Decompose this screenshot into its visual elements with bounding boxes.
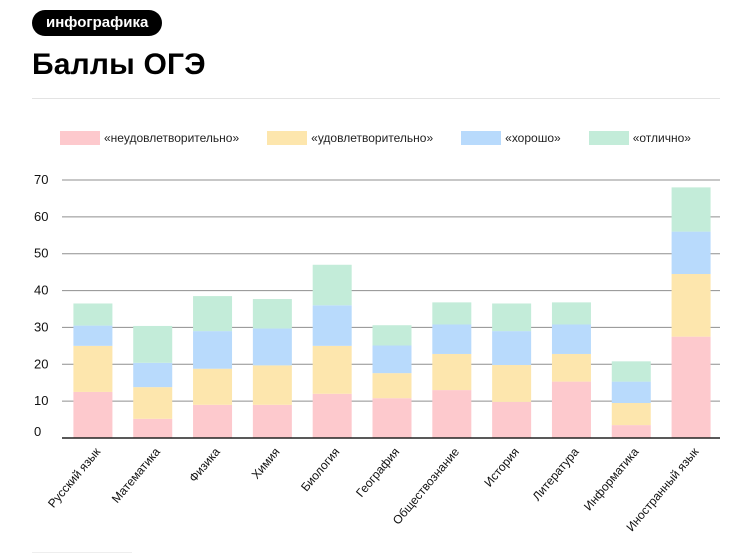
bar-segment-hor (73, 325, 113, 346)
bottom-rule (32, 552, 132, 553)
legend-item-otl: «отлично» (588, 131, 691, 145)
y-tick-label: 30 (34, 319, 48, 334)
bar-segment-ud (372, 373, 412, 399)
legend-item-ud: «удовлетворительно» (267, 131, 433, 145)
bar-segment-otl (432, 302, 472, 325)
y-tick-label: 40 (34, 283, 48, 298)
x-tick-label: Информатика (581, 445, 642, 514)
bar-segment-otl (193, 296, 233, 332)
legend-swatch-ud (267, 131, 308, 145)
bar-segment-ud (611, 402, 651, 426)
bar-segment-neud (671, 336, 711, 438)
bar-segment-hor (432, 324, 472, 354)
bar-segment-hor (372, 345, 412, 374)
bar-segment-neud (372, 398, 412, 438)
page-title: Баллы ОГЭ (32, 48, 206, 81)
bar-segment-otl (73, 303, 113, 326)
bar-segment-neud (551, 381, 591, 438)
y-tick-label: 10 (34, 393, 48, 408)
bar-segment-otl (492, 303, 532, 332)
bar-segment-hor (611, 381, 651, 403)
legend-item-neud: «неудовлетворительно» (60, 131, 239, 145)
x-tick-label: Биология (298, 445, 342, 494)
legend-label-neud: «неудовлетворительно» (104, 131, 240, 145)
bar-segment-ud (252, 365, 292, 405)
x-tick-label: Математика (109, 445, 163, 506)
infographic-tag: инфографика (32, 10, 163, 36)
y-tick-label: 0 (34, 424, 41, 439)
legend-item-hor: «хорошо» (461, 131, 561, 145)
bar-segment-hor (193, 331, 233, 369)
bar-segment-neud (611, 425, 651, 438)
bar-segment-hor (252, 328, 292, 366)
bar-segment-ud (133, 387, 173, 419)
title-divider (32, 98, 720, 99)
x-tick-label: Русский язык (45, 444, 104, 510)
bar-segment-hor (133, 362, 173, 388)
legend-swatch-hor (461, 131, 502, 145)
x-tick-label: Физика (186, 445, 223, 485)
bar-segment-ud (193, 368, 233, 405)
legend-swatch-otl (588, 131, 629, 145)
legend-label-ud: «удовлетворительно» (311, 131, 434, 145)
bar-segment-otl (611, 361, 651, 382)
bar-segment-ud (492, 365, 532, 402)
y-tick-label: 60 (34, 209, 48, 224)
x-tick-label: География (353, 445, 402, 500)
bar-segment-ud (73, 345, 113, 392)
bar-segment-ud (551, 353, 591, 382)
legend-label-otl: «отлично» (632, 131, 691, 145)
bar-segment-neud (252, 404, 292, 438)
x-tick-label: Химия (249, 445, 283, 482)
bar-segment-neud (73, 391, 113, 438)
bar-segment-neud (312, 393, 352, 438)
bar-segment-otl (372, 325, 412, 346)
bar-segment-neud (492, 401, 532, 438)
bar-segment-hor (551, 324, 591, 354)
bar-segment-neud (432, 390, 472, 438)
chart-legend: «неудовлетворительно» «удовлетворительно… (60, 131, 719, 145)
bar-segment-neud (193, 404, 233, 438)
x-tick-label: Обществознание (390, 445, 462, 528)
bar-segment-neud (133, 418, 173, 438)
bar-segment-otl (312, 264, 352, 306)
bar-segment-otl (252, 299, 292, 329)
y-tick-label: 50 (34, 246, 48, 261)
bar-segment-ud (671, 273, 711, 337)
x-tick-label: История (481, 445, 522, 490)
legend-swatch-neud (60, 131, 100, 145)
bar-segment-otl (133, 325, 173, 363)
bar-segment-hor (492, 331, 532, 366)
bar-segment-ud (312, 345, 352, 394)
y-tick-label: 70 (34, 172, 48, 187)
x-tick-label: Литература (530, 445, 582, 504)
bar-segment-ud (432, 353, 472, 391)
bar-segment-hor (312, 305, 352, 346)
legend-label-hor: «хорошо» (505, 131, 561, 145)
y-tick-label: 20 (34, 356, 48, 371)
bar-segment-hor (671, 231, 711, 274)
bar-segment-otl (671, 187, 711, 232)
bar-segment-otl (551, 302, 591, 325)
